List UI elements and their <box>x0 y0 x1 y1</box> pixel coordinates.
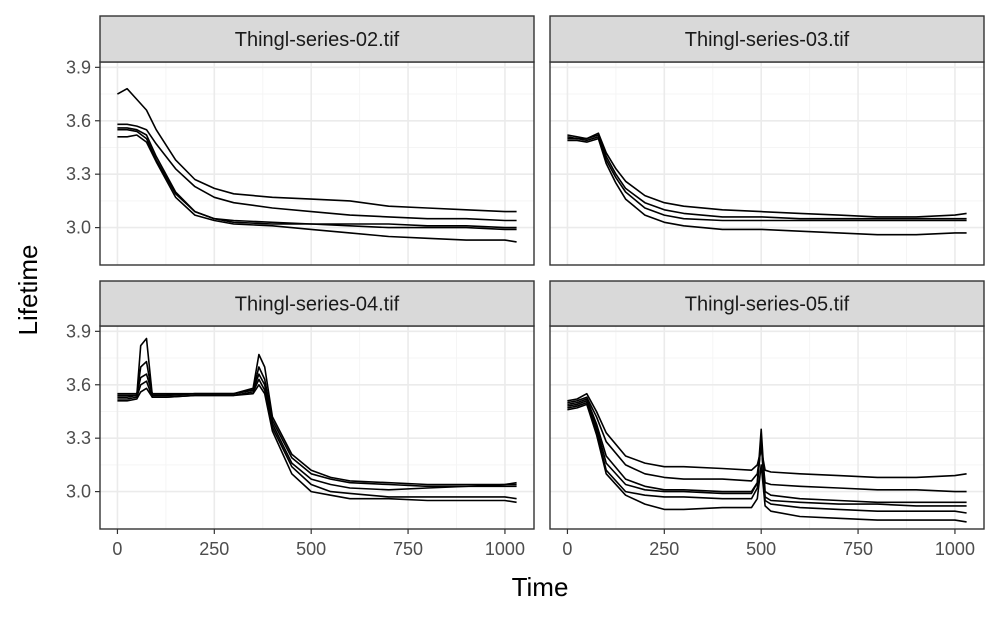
x-tick-label: 750 <box>393 539 423 559</box>
x-tick-label: 250 <box>649 539 679 559</box>
facet-panel-3: Thingl-series-04.tif <box>99 280 535 530</box>
series-line-2 <box>567 134 967 220</box>
y-tick-label: 3.0 <box>66 218 91 238</box>
facet-panel-2: Thingl-series-03.tif <box>549 15 985 266</box>
facet-strip <box>99 15 535 63</box>
series-line-5 <box>117 383 517 504</box>
x-tick-label: 1000 <box>935 539 975 559</box>
series-line-3 <box>567 136 967 222</box>
y-tick-label: 3.9 <box>66 57 91 77</box>
series-line-4 <box>567 137 967 236</box>
series-line-3 <box>567 398 967 504</box>
series-line-4 <box>567 399 967 507</box>
series-line-4 <box>117 378 517 500</box>
series-line-2 <box>117 360 517 488</box>
y-tick-label: 3.6 <box>66 111 91 131</box>
series-line-5 <box>117 134 517 243</box>
facet-strip <box>549 15 985 63</box>
y-tick-label: 3.3 <box>66 164 91 184</box>
y-tick-label: 3.3 <box>66 428 91 448</box>
panel-background <box>550 62 984 265</box>
x-tick-label: 750 <box>843 539 873 559</box>
x-axis-title: Time <box>512 572 569 602</box>
series-line-3 <box>117 373 517 491</box>
panel-background <box>550 326 984 529</box>
x-tick-label: 0 <box>562 539 572 559</box>
series-line-2 <box>567 396 967 493</box>
x-tick-label: 500 <box>296 539 326 559</box>
series-line-1 <box>567 392 967 479</box>
facet-strip-label: Thingl-series-03.tif <box>685 29 850 51</box>
x-tick-label: 1000 <box>485 539 525 559</box>
facet-strip <box>99 280 535 327</box>
facet-strip-label: Thingl-series-02.tif <box>235 29 400 51</box>
panels-layer: Thingl-series-02.tif Thingl-series-03.tif… <box>99 15 985 530</box>
axes-layer: 3.0 3.3 3.6 3.9 3.0 3.3 3.6 3.9 0 250 500 750 1000 0 2… <box>66 57 975 559</box>
series-line-5 <box>567 401 967 514</box>
panel-background <box>100 62 534 265</box>
series-line-1 <box>117 87 517 213</box>
x-tick-label: 0 <box>112 539 122 559</box>
series-line-1 <box>117 337 517 486</box>
facet-strip-label: Thingl-series-05.tif <box>685 294 850 316</box>
facet-strip <box>549 280 985 327</box>
series-line-3 <box>117 127 517 231</box>
facet-panel-4: Thingl-series-05.tif <box>549 280 985 530</box>
y-axis-title: Lifetime <box>13 244 43 335</box>
series-line-2 <box>117 123 517 222</box>
series-line-4 <box>117 128 517 229</box>
facet-panel-1: Thingl-series-02.tif <box>99 15 535 266</box>
facet-strip-label: Thingl-series-04.tif <box>235 294 400 316</box>
series-line-1 <box>567 132 967 218</box>
x-tick-label: 500 <box>746 539 776 559</box>
y-tick-label: 3.6 <box>66 375 91 395</box>
y-tick-label: 3.0 <box>66 482 91 502</box>
panel-background <box>100 326 534 529</box>
x-tick-label: 250 <box>199 539 229 559</box>
series-line-6 <box>567 403 967 523</box>
y-tick-label: 3.9 <box>66 321 91 341</box>
